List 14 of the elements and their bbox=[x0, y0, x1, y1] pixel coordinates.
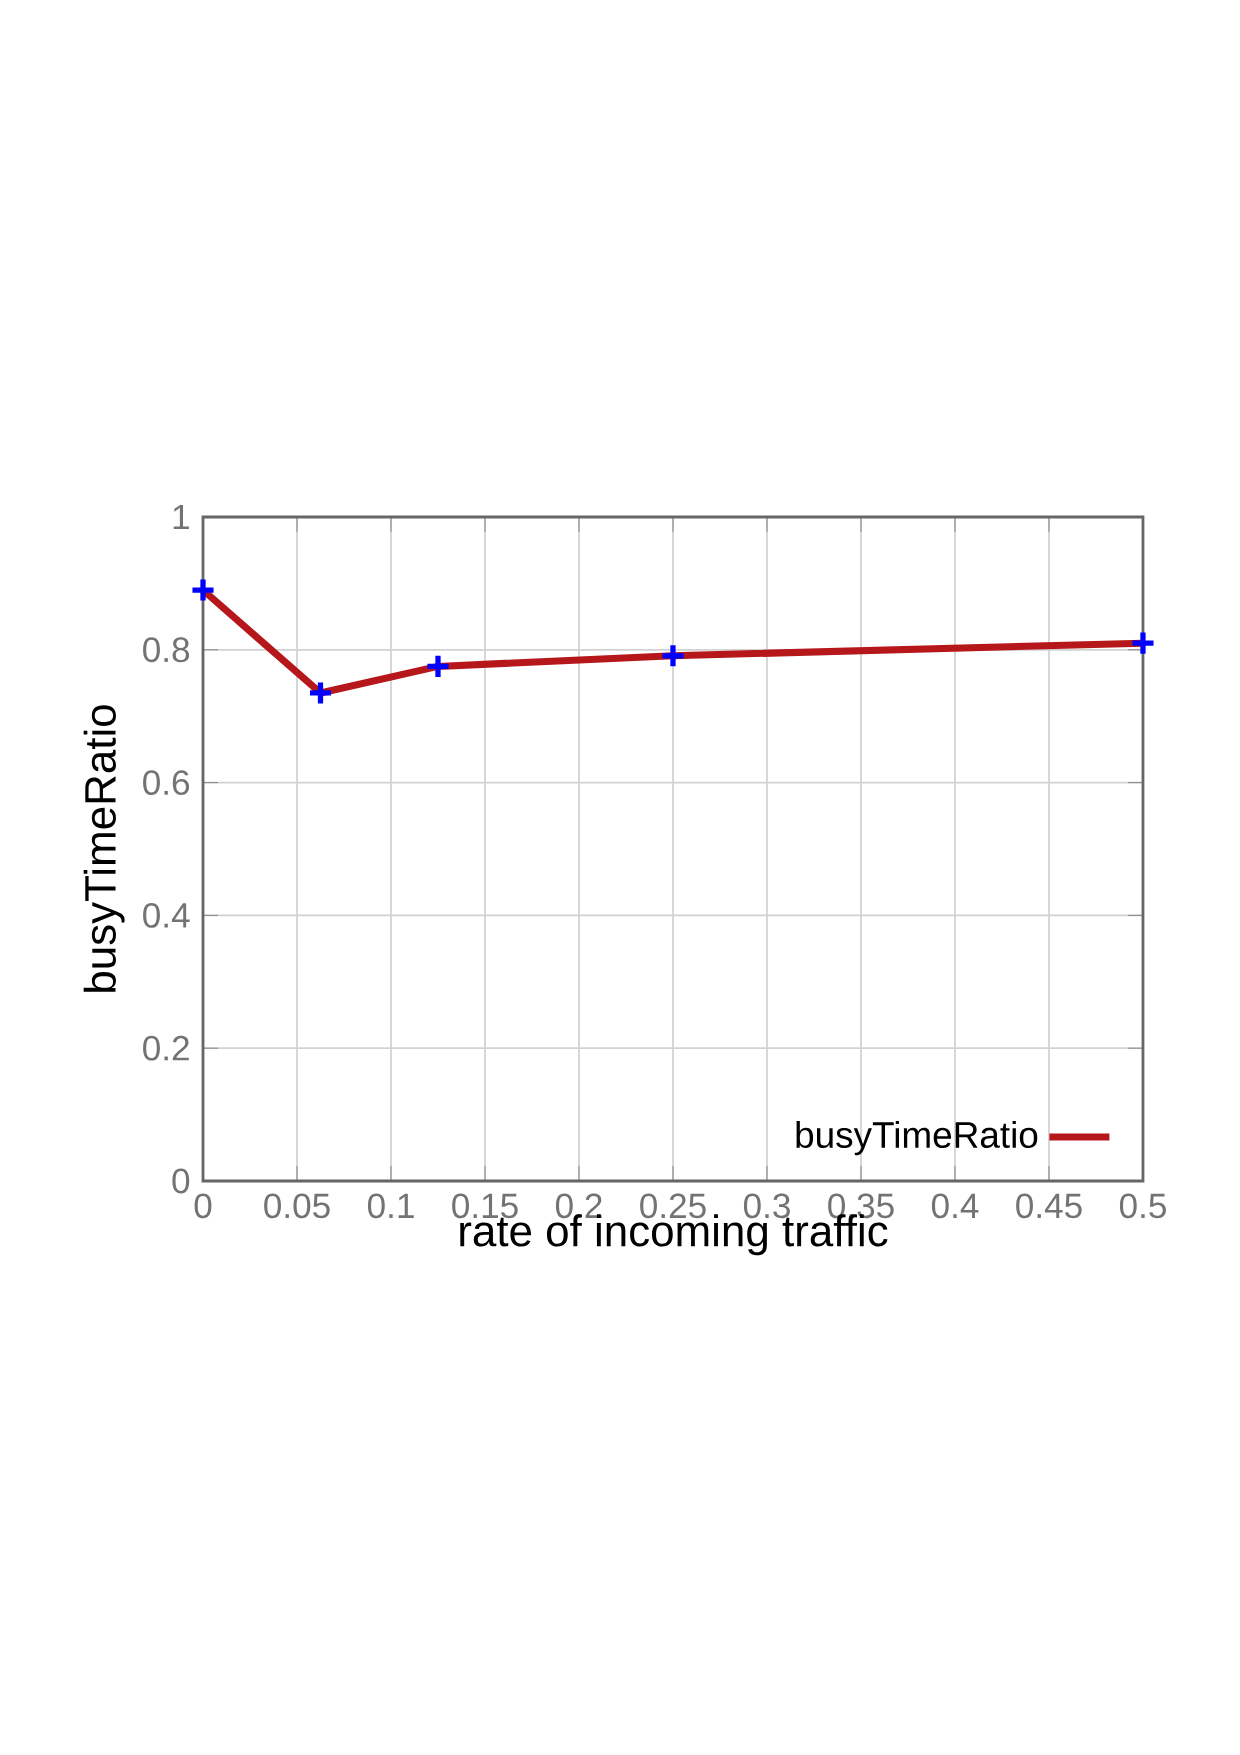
x-tick-label: 0.45 bbox=[1016, 1193, 1082, 1219]
x-tick-label: 0.1 bbox=[367, 1193, 414, 1219]
y-tick-label: 0.4 bbox=[143, 902, 190, 928]
y-tick-label: 0.8 bbox=[143, 637, 190, 663]
x-tick-label: 0.5 bbox=[1119, 1193, 1166, 1219]
legend-label: busyTimeRatio bbox=[796, 1120, 1038, 1156]
y-tick-label: 0 bbox=[172, 1168, 190, 1194]
x-tick-label: 0.05 bbox=[264, 1193, 330, 1219]
y-axis-title: busyTimeRatio bbox=[83, 705, 125, 992]
y-tick-label: 0.2 bbox=[143, 1035, 189, 1061]
y-tick-label: 0.6 bbox=[143, 770, 190, 796]
x-tick-label: 0 bbox=[194, 1193, 212, 1219]
x-tick-label: 0.4 bbox=[931, 1193, 979, 1219]
y-tick-label: 1 bbox=[173, 504, 189, 530]
